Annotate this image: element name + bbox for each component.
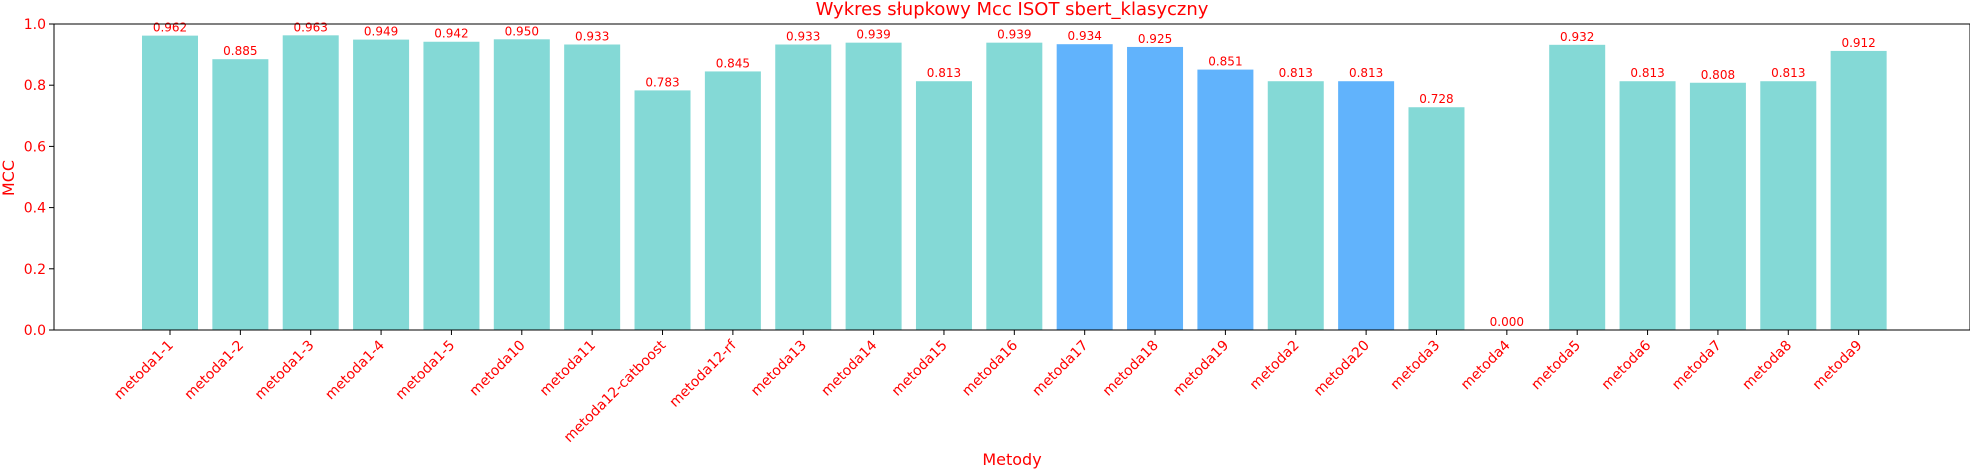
- x-tick-label-metoda7: metoda7: [1669, 338, 1725, 394]
- value-label-metoda8: 0.813: [1771, 66, 1805, 80]
- x-tick-label-metoda16: metoda16: [959, 337, 1021, 399]
- bar-metoda1-4: [353, 39, 410, 331]
- y-ticks-layer: 0.0 0.2 0.4 0.6 0.8 1.0: [24, 17, 54, 339]
- x-tick-label-metoda3: metoda3: [1388, 338, 1444, 394]
- bar-metoda11: [564, 44, 621, 330]
- bar-metoda18: [1127, 46, 1184, 330]
- bar-metoda1-5: [423, 41, 480, 331]
- bar-metoda1-2: [212, 59, 269, 330]
- value-label-metoda12-catboost: 0.783: [645, 75, 679, 89]
- value-label-metoda17: 0.934: [1068, 29, 1102, 43]
- value-label-metoda9: 0.912: [1841, 36, 1875, 50]
- x-ticks-layer: metoda1-1 metoda1-2 metoda1-3 metoda1-4 meto…: [111, 330, 1865, 446]
- value-label-metoda3: 0.728: [1419, 92, 1453, 106]
- value-label-metoda20: 0.813: [1349, 66, 1383, 80]
- y-tick-label: 0.6: [24, 139, 46, 155]
- x-tick-label-metoda20: metoda20: [1311, 338, 1373, 400]
- value-label-metoda1-3: 0.963: [294, 20, 328, 34]
- value-label-metoda2: 0.813: [1279, 66, 1313, 80]
- value-label-metoda18: 0.925: [1138, 32, 1172, 46]
- bar-metoda5: [1549, 44, 1606, 331]
- x-axis-label: Metody: [982, 450, 1041, 469]
- x-tick-label-metoda1-2: metoda1-2: [182, 338, 248, 404]
- plot-frame: [53, 23, 1970, 331]
- value-label-metoda1-1: 0.962: [153, 21, 187, 35]
- bar-metoda1-3: [282, 35, 339, 331]
- y-tick-label: 1.0: [24, 17, 46, 33]
- value-label-metoda19: 0.851: [1208, 55, 1242, 69]
- x-tick-label-metoda5: metoda5: [1528, 338, 1584, 394]
- x-tick-label-metoda13: metoda13: [748, 338, 810, 400]
- chart-title: Wykres słupkowy Mcc ISOT sbert_klasyczny: [816, 0, 1209, 20]
- x-tick-label-metoda4: metoda4: [1458, 337, 1514, 393]
- bar-metoda19: [1197, 69, 1254, 331]
- value-label-metoda15: 0.813: [927, 66, 961, 80]
- x-tick-label-metoda15: metoda15: [889, 338, 951, 400]
- x-tick-label-metoda1-1: metoda1-1: [111, 338, 177, 404]
- x-tick-label-metoda8: metoda8: [1739, 338, 1795, 394]
- x-tick-label-metoda14: metoda14: [818, 337, 880, 399]
- bar-metoda9: [1830, 50, 1887, 330]
- bar-metoda7: [1689, 82, 1746, 330]
- value-label-metoda1-5: 0.942: [434, 27, 468, 41]
- bar-metoda12-catboost: [634, 90, 691, 330]
- bar-metoda16: [986, 42, 1043, 330]
- value-labels-layer: 0.962 0.885 0.963 0.949 0.942 0.950 0.933 0.783…: [153, 20, 1876, 329]
- value-label-metoda4: 0.000: [1490, 315, 1524, 329]
- value-label-metoda7: 0.808: [1701, 68, 1735, 82]
- x-tick-label-metoda17: metoda17: [1030, 338, 1092, 400]
- bar-metoda17: [1056, 44, 1113, 331]
- x-tick-label-metoda9: metoda9: [1810, 338, 1866, 394]
- value-label-metoda1-4: 0.949: [364, 25, 398, 39]
- y-tick-label: 0.2: [24, 262, 46, 278]
- x-tick-label-metoda1-3: metoda1-3: [252, 338, 318, 404]
- x-tick-label-metoda10: metoda10: [467, 338, 529, 400]
- bar-metoda1-1: [142, 35, 198, 331]
- bar-metoda8: [1760, 81, 1817, 330]
- value-label-metoda5: 0.932: [1560, 30, 1594, 44]
- value-label-metoda1-2: 0.885: [223, 44, 257, 58]
- y-axis-label: MCC: [0, 160, 18, 196]
- y-tick-label: 0.4: [24, 201, 46, 217]
- x-tick-label-metoda2: metoda2: [1247, 338, 1303, 394]
- bar-metoda10: [493, 39, 550, 331]
- x-tick-label-metoda1-4: metoda1-4: [322, 337, 388, 403]
- value-label-metoda10: 0.950: [505, 24, 539, 38]
- bars-layer: [142, 35, 1887, 331]
- x-tick-label-metoda19: metoda19: [1170, 338, 1232, 400]
- value-label-metoda16: 0.939: [997, 28, 1031, 42]
- bar-metoda13: [775, 44, 832, 330]
- value-label-metoda11: 0.933: [575, 30, 609, 44]
- x-tick-label-metoda6: metoda6: [1599, 337, 1655, 393]
- bar-metoda15: [915, 81, 972, 330]
- bar-metoda2: [1267, 81, 1324, 330]
- bar-metoda20: [1338, 81, 1395, 330]
- x-tick-label-metoda18: metoda18: [1100, 338, 1162, 400]
- y-tick-label: 0.8: [24, 78, 46, 94]
- value-label-metoda12-rf: 0.845: [716, 56, 750, 70]
- value-label-metoda13: 0.933: [786, 30, 820, 44]
- bar-metoda14: [845, 42, 902, 330]
- y-tick-label: 0.0: [24, 323, 46, 339]
- bar-metoda3: [1408, 107, 1465, 331]
- bar-metoda6: [1619, 81, 1676, 330]
- bar-metoda12-rf: [704, 71, 761, 331]
- value-label-metoda14: 0.939: [856, 28, 890, 42]
- x-tick-label-metoda11: metoda11: [537, 338, 599, 400]
- value-label-metoda6: 0.813: [1630, 66, 1664, 80]
- x-tick-label-metoda1-5: metoda1-5: [393, 338, 459, 404]
- x-tick-label-metoda12-rf: metoda12-rf: [667, 337, 741, 411]
